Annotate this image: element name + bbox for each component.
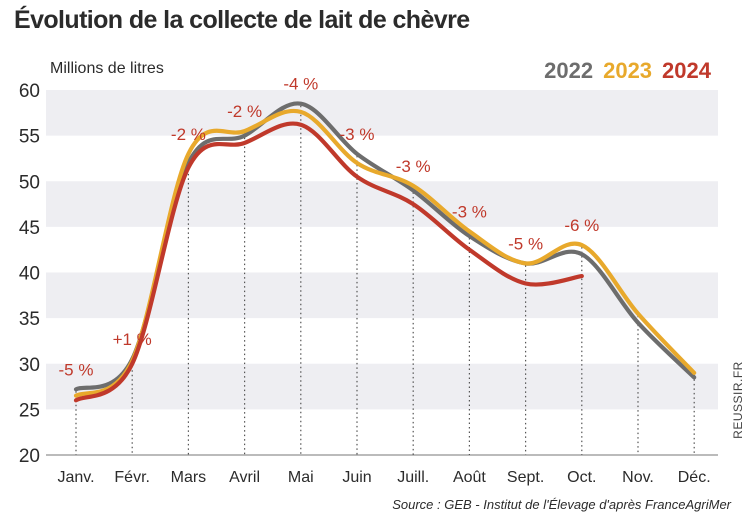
- annotation-label: -3 %: [396, 157, 431, 176]
- annotation-label: -4 %: [283, 75, 318, 94]
- annotation-label: -3 %: [340, 125, 375, 144]
- legend-2022: 2022: [544, 58, 594, 83]
- y-axis-label: Millions de litres: [50, 60, 164, 77]
- y-tick-label: 55: [19, 127, 40, 148]
- series-line-2023: [73, 108, 697, 398]
- annotation-label: -2 %: [171, 125, 206, 144]
- y-tick-label: 35: [19, 309, 40, 330]
- x-tick-label: Août: [453, 469, 486, 486]
- annotation-label: -6 %: [564, 216, 599, 235]
- x-tick-label: Oct.: [567, 469, 596, 486]
- x-tick-label: Nov.: [622, 469, 654, 486]
- watermark: REUSSIR.FR: [731, 361, 745, 439]
- annotation-label: -2 %: [227, 102, 262, 121]
- x-tick-label: Mars: [171, 469, 207, 486]
- x-tick-label: Avril: [229, 469, 260, 486]
- annotation-label: -5 %: [59, 360, 94, 379]
- x-tick-label: Févr.: [114, 469, 150, 486]
- y-tick-label: 20: [19, 446, 40, 467]
- source-note: Source : GEB - Institut de l'Élevage d'a…: [392, 497, 731, 512]
- y-tick-label: 25: [19, 400, 40, 421]
- grid-band: [46, 363, 718, 410]
- x-tick-label: Sept.: [507, 469, 544, 486]
- legend-2023: 2023: [603, 58, 653, 83]
- x-tick-label: Déc.: [678, 469, 711, 486]
- y-tick-label: 40: [19, 264, 40, 285]
- annotation-label: -3 %: [452, 202, 487, 221]
- x-tick-label: Janv.: [57, 469, 94, 486]
- chart-title: Évolution de la collecte de lait de chèv…: [14, 6, 470, 34]
- y-tick-label: 45: [19, 218, 40, 239]
- y-tick-label: 50: [19, 172, 40, 193]
- x-tick-label: Juill.: [397, 469, 429, 486]
- x-tick-label: Mai: [288, 469, 314, 486]
- x-tick-label: Juin: [342, 469, 371, 486]
- series-line-2022: [73, 101, 697, 392]
- y-tick-label: 60: [19, 81, 40, 102]
- legend-2024: 2024: [662, 58, 711, 83]
- annotation-label: -5 %: [508, 234, 543, 253]
- annotation-label: +1 %: [113, 330, 152, 349]
- series-line-2024: [73, 121, 584, 403]
- grid-band: [46, 90, 718, 136]
- y-tick-label: 30: [19, 355, 40, 376]
- legend: 2022 2023 2024: [544, 58, 711, 84]
